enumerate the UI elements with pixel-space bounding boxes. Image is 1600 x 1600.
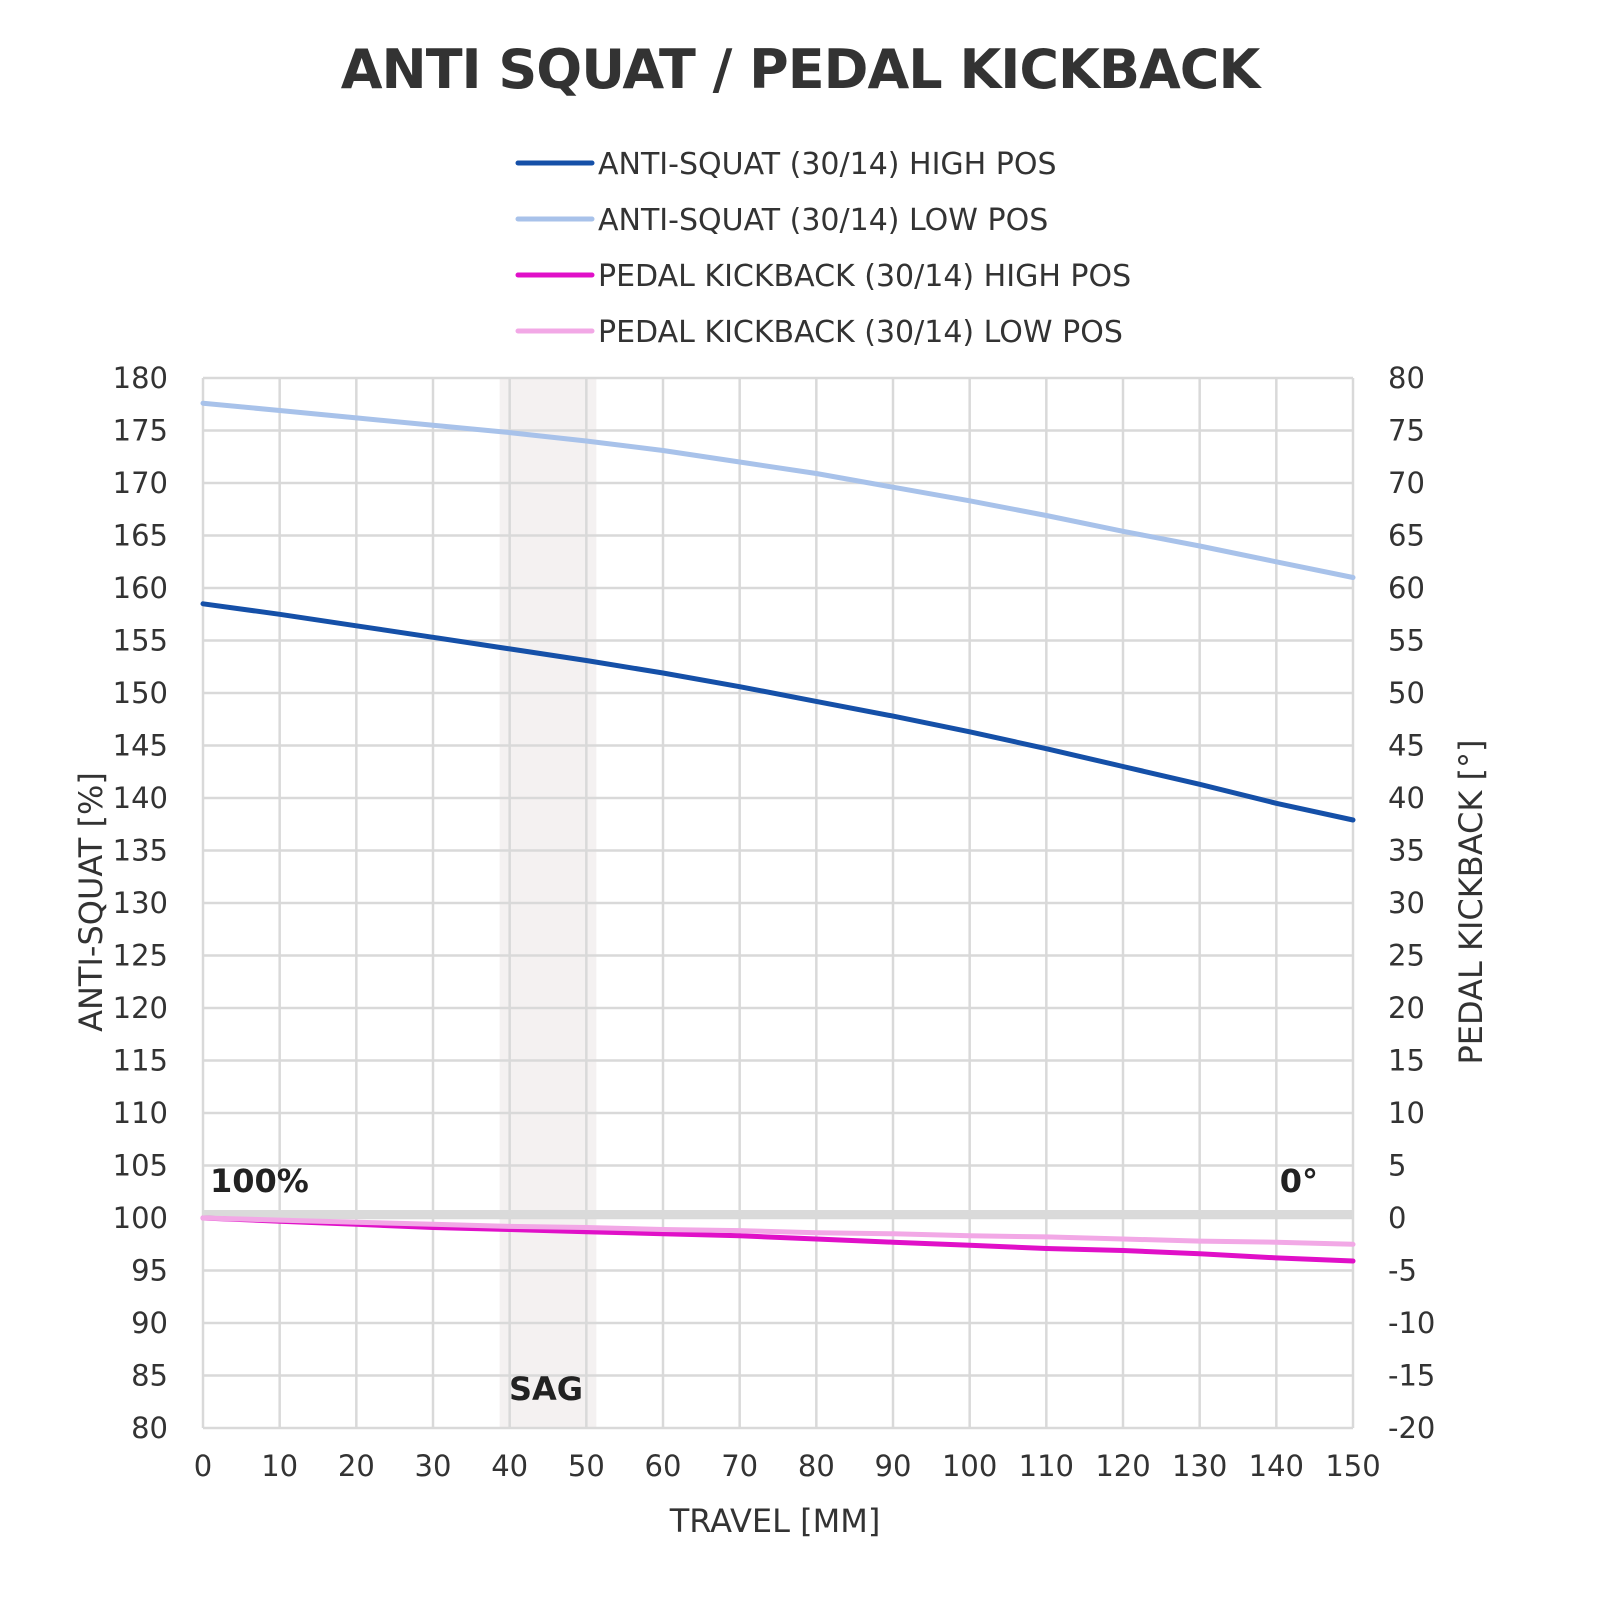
x-tick-label: 70 — [721, 1449, 758, 1483]
y-tick-label: 100 — [113, 1201, 168, 1235]
kickback-zero-annotation: 0° — [1280, 1162, 1318, 1200]
sag-label: SAG — [509, 1370, 583, 1408]
legend-label-anti-squat-30-14-low-pos: ANTI-SQUAT (30/14) LOW POS — [598, 203, 1048, 238]
y-tick-label: 140 — [113, 781, 168, 815]
legend-label-pedal-kickback-30-14-high-pos: PEDAL KICKBACK (30/14) HIGH POS — [598, 259, 1131, 294]
x-tick-label: 10 — [261, 1449, 298, 1483]
y2-tick-label: 75 — [1388, 414, 1425, 448]
x-tick-label: 120 — [1095, 1449, 1150, 1483]
anti-squat-100-annotation: 100% — [210, 1162, 309, 1200]
y-tick-label: 145 — [113, 729, 168, 763]
y2-tick-label: 20 — [1388, 991, 1425, 1025]
x-tick-label: 90 — [875, 1449, 912, 1483]
x-tick-label: 40 — [491, 1449, 528, 1483]
x-tick-label: 110 — [1019, 1449, 1074, 1483]
y-tick-label: 160 — [113, 571, 168, 605]
series-line-anti-squat-30-14-low-pos — [200, 400, 1356, 580]
y-tick-label: 105 — [113, 1149, 168, 1183]
y-tick-label: 85 — [131, 1359, 168, 1393]
y2-axis-label: PEDAL KICKBACK [°] — [1452, 740, 1490, 1065]
y2-tick-label: 15 — [1388, 1044, 1425, 1078]
series-line-anti-squat-30-14-high-pos — [200, 601, 1356, 823]
y2-tick-label: 25 — [1388, 939, 1425, 973]
y-tick-label: 135 — [113, 834, 168, 868]
series-line-pedal-kickback-30-14-high-pos — [200, 1215, 1356, 1264]
x-tick-label: 150 — [1325, 1449, 1380, 1483]
x-tick-label: 80 — [798, 1449, 835, 1483]
y-axis-label: ANTI-SQUAT [%] — [72, 772, 110, 1032]
y2-tick-label: 35 — [1388, 834, 1425, 868]
y-tick-label: 170 — [113, 466, 168, 500]
legend-label-anti-squat-30-14-high-pos: ANTI-SQUAT (30/14) HIGH POS — [598, 147, 1057, 182]
y-tick-label: 180 — [113, 361, 168, 395]
y2-tick-label: 5 — [1388, 1149, 1406, 1183]
y-tick-label: 110 — [113, 1096, 168, 1130]
series-line-pedal-kickback-30-14-low-pos — [200, 1215, 1356, 1247]
y-tick-label: 95 — [131, 1254, 168, 1288]
y2-tick-label: -5 — [1388, 1254, 1417, 1288]
legend: ANTI-SQUAT (30/14) HIGH POS ANTI-SQUAT (3… — [515, 147, 1131, 350]
chart-title: ANTI SQUAT / PEDAL KICKBACK — [341, 38, 1263, 101]
x-tick-label: 20 — [338, 1449, 375, 1483]
y2-tick-label: 10 — [1388, 1096, 1425, 1130]
y2-tick-label: -15 — [1388, 1359, 1435, 1393]
y2-tick-label: 65 — [1388, 519, 1425, 553]
y-tick-label: 80 — [131, 1411, 168, 1445]
y2-tick-label: 40 — [1388, 781, 1425, 815]
y-tick-label: 120 — [113, 991, 168, 1025]
legend-label-pedal-kickback-30-14-low-pos: PEDAL KICKBACK (30/14) LOW POS — [598, 315, 1123, 350]
x-tick-label: 0 — [194, 1449, 212, 1483]
y-tick-label: 165 — [113, 519, 168, 553]
y-tick-label: 115 — [113, 1044, 168, 1078]
y-tick-label: 90 — [131, 1306, 168, 1340]
y2-tick-label: 80 — [1388, 361, 1425, 395]
y-tick-label: 175 — [113, 414, 168, 448]
x-tick-label: 100 — [942, 1449, 997, 1483]
x-axis-label: TRAVEL [MM] — [669, 1502, 881, 1540]
x-tick-label: 50 — [568, 1449, 605, 1483]
y2-tick-label: -10 — [1388, 1306, 1435, 1340]
y-tick-label: 155 — [113, 624, 168, 658]
y2-tick-label: 30 — [1388, 886, 1425, 920]
y-tick-label: 125 — [113, 939, 168, 973]
y-tick-label: 150 — [113, 676, 168, 710]
y-tick-label: 130 — [113, 886, 168, 920]
x-tick-label: 30 — [415, 1449, 452, 1483]
y2-tick-label: 50 — [1388, 676, 1425, 710]
y2-tick-label: 0 — [1388, 1201, 1406, 1235]
y2-tick-label: -20 — [1388, 1411, 1435, 1445]
y2-tick-label: 70 — [1388, 466, 1425, 500]
x-tick-label: 60 — [645, 1449, 682, 1483]
x-tick-label: 130 — [1172, 1449, 1227, 1483]
y2-tick-label: 45 — [1388, 729, 1425, 763]
y2-tick-label: 60 — [1388, 571, 1425, 605]
x-tick-label: 140 — [1249, 1449, 1304, 1483]
y2-tick-label: 55 — [1388, 624, 1425, 658]
